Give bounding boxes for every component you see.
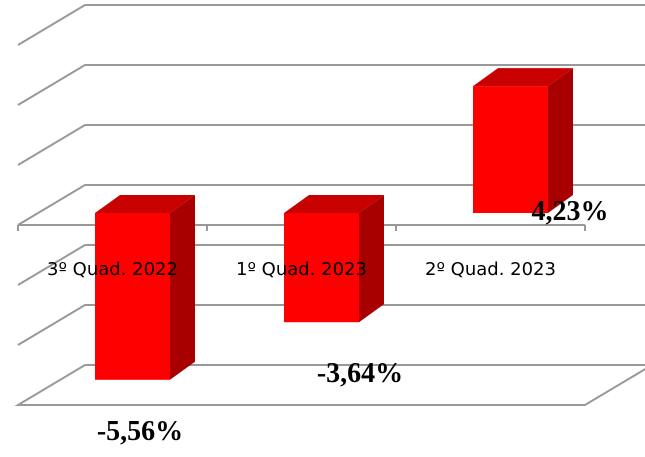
data-label: 4,23% (532, 196, 609, 227)
grid-line (17, 304, 645, 346)
grid-line (17, 244, 645, 286)
x-tick-label: 3º Quad. 2022 (47, 259, 178, 280)
data-label: -5,56% (97, 416, 183, 447)
bar (473, 86, 548, 213)
bar-top (95, 195, 195, 213)
bar-side (359, 195, 384, 323)
grid-line (17, 64, 645, 106)
floor (14, 364, 645, 406)
grid-line (17, 124, 645, 166)
data-label: -3,64% (317, 358, 403, 389)
grid-line (17, 4, 645, 46)
bar-side (170, 195, 195, 380)
bar-top (473, 68, 573, 87)
bar (284, 213, 359, 323)
bar (95, 213, 170, 380)
grid-line (17, 184, 645, 226)
bar-top (284, 195, 384, 213)
bar-side (548, 68, 573, 213)
x-tick-label: 2º Quad. 2023 (425, 259, 556, 280)
x-tick-label: 1º Quad. 2023 (236, 259, 367, 280)
